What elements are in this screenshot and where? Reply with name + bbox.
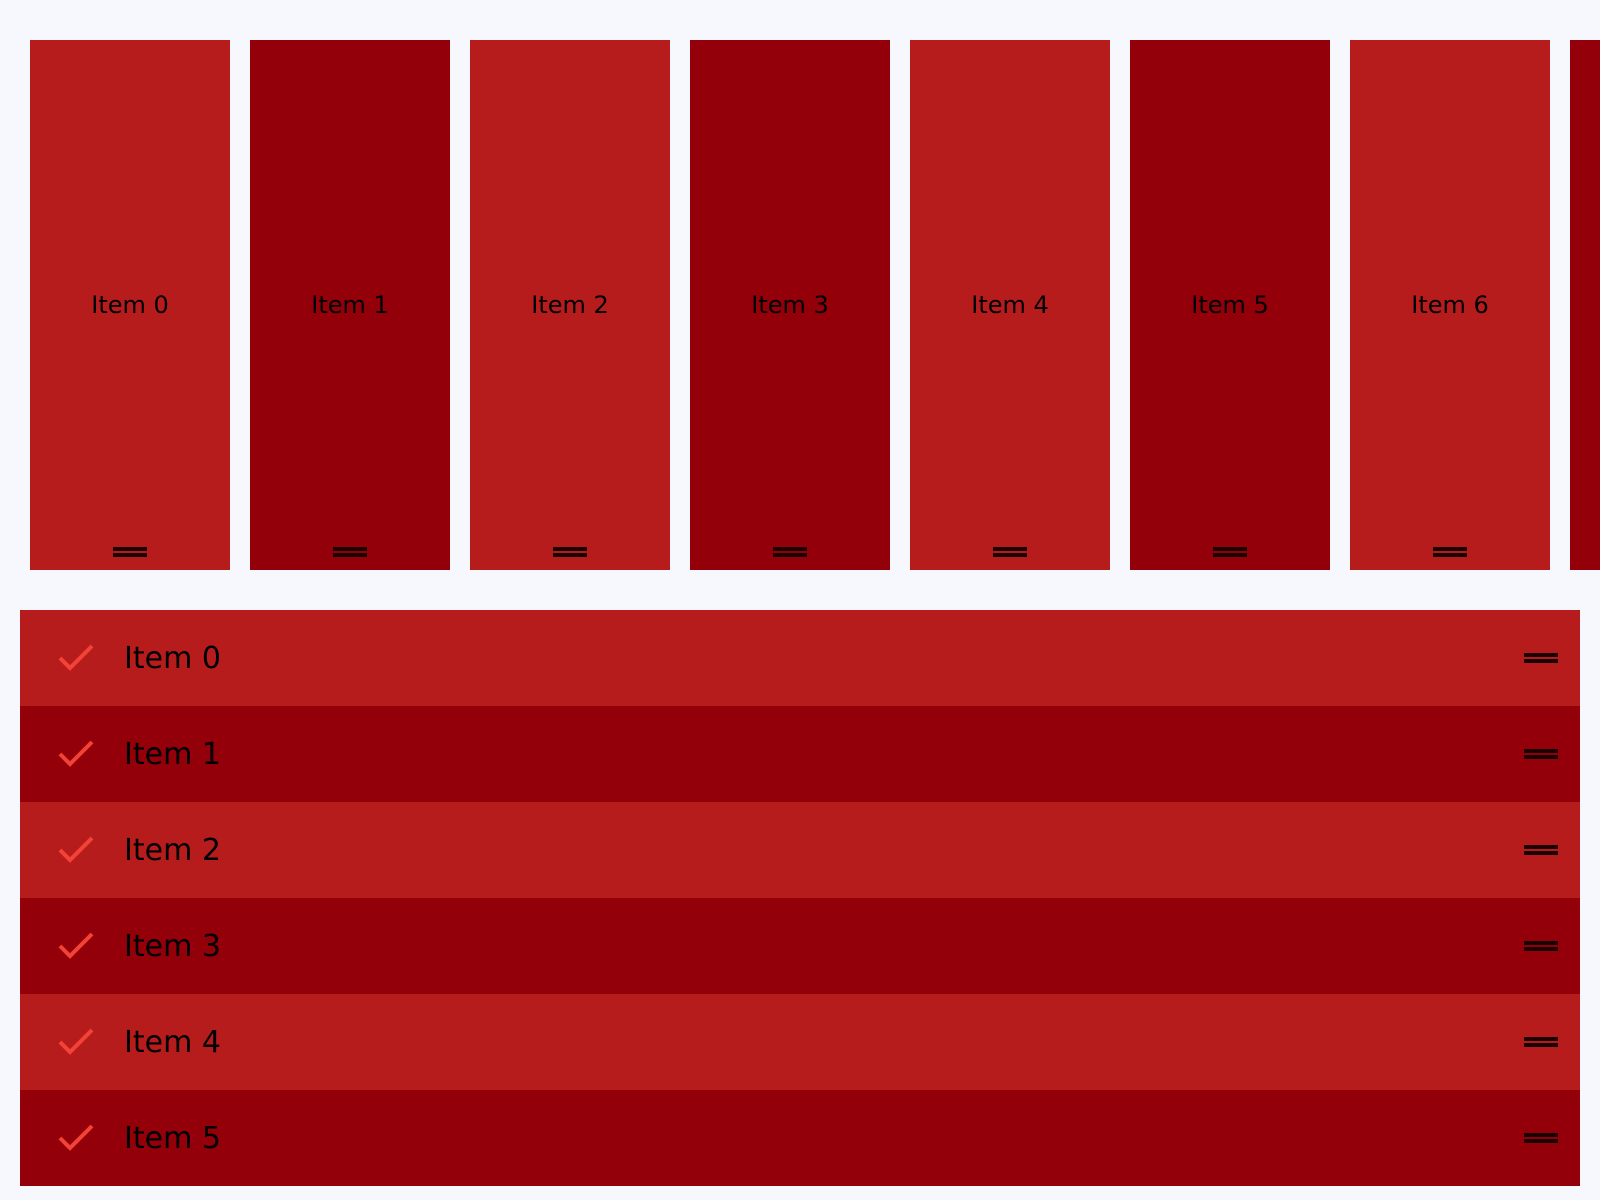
card-item-5[interactable]: Item 5 [1130, 40, 1330, 570]
drag-handle-icon[interactable] [1524, 844, 1558, 856]
card-label: Item 0 [91, 291, 169, 319]
list-item-label: Item 3 [124, 928, 221, 964]
check-icon [58, 740, 94, 767]
card-item-7[interactable] [1570, 40, 1600, 570]
card-item-1[interactable]: Item 1 [250, 40, 450, 570]
card-label: Item 6 [1411, 291, 1489, 319]
card-item-2[interactable]: Item 2 [470, 40, 670, 570]
list-item-label: Item 4 [124, 1024, 221, 1060]
list-item[interactable]: Item 2 [20, 802, 1580, 898]
card-label: Item 1 [311, 291, 389, 319]
drag-handle-icon[interactable] [1524, 652, 1558, 664]
check-icon [58, 644, 94, 671]
card-label: Item 3 [751, 291, 829, 319]
list-item-label: Item 1 [124, 736, 221, 772]
card-label: Item 4 [971, 291, 1049, 319]
drag-handle-icon[interactable] [113, 546, 147, 558]
card-item-4[interactable]: Item 4 [910, 40, 1110, 570]
drag-handle-icon[interactable] [1213, 546, 1247, 558]
check-icon [58, 1028, 94, 1055]
card-item-3[interactable]: Item 3 [690, 40, 890, 570]
drag-handle-icon[interactable] [1524, 940, 1558, 952]
card-label: Item 2 [531, 291, 609, 319]
check-icon [58, 1124, 94, 1151]
list-item[interactable]: Item 1 [20, 706, 1580, 802]
drag-handle-icon[interactable] [553, 546, 587, 558]
check-icon [58, 932, 94, 959]
drag-handle-icon[interactable] [1524, 748, 1558, 760]
vertical-reorderable-list: Item 0 Item 1 Item 2 Item 3 Item 4 Item 5 [20, 610, 1580, 1186]
drag-handle-icon[interactable] [1524, 1036, 1558, 1048]
drag-handle-icon[interactable] [333, 546, 367, 558]
list-item[interactable]: Item 0 [20, 610, 1580, 706]
list-item-label: Item 5 [124, 1120, 221, 1156]
list-item[interactable]: Item 4 [20, 994, 1580, 1090]
list-item-label: Item 0 [124, 640, 221, 676]
drag-handle-icon[interactable] [1433, 546, 1467, 558]
check-icon [58, 836, 94, 863]
card-item-0[interactable]: Item 0 [30, 40, 230, 570]
card-label: Item 5 [1191, 291, 1269, 319]
drag-handle-icon[interactable] [1524, 1132, 1558, 1144]
list-item[interactable]: Item 5 [20, 1090, 1580, 1186]
drag-handle-icon[interactable] [773, 546, 807, 558]
drag-handle-icon[interactable] [993, 546, 1027, 558]
horizontal-reorderable-list: Item 0 Item 1 Item 2 Item 3 Item 4 Item 5 Item… [0, 40, 1600, 570]
card-item-6[interactable]: Item 6 [1350, 40, 1550, 570]
list-item-label: Item 2 [124, 832, 221, 868]
list-item[interactable]: Item 3 [20, 898, 1580, 994]
